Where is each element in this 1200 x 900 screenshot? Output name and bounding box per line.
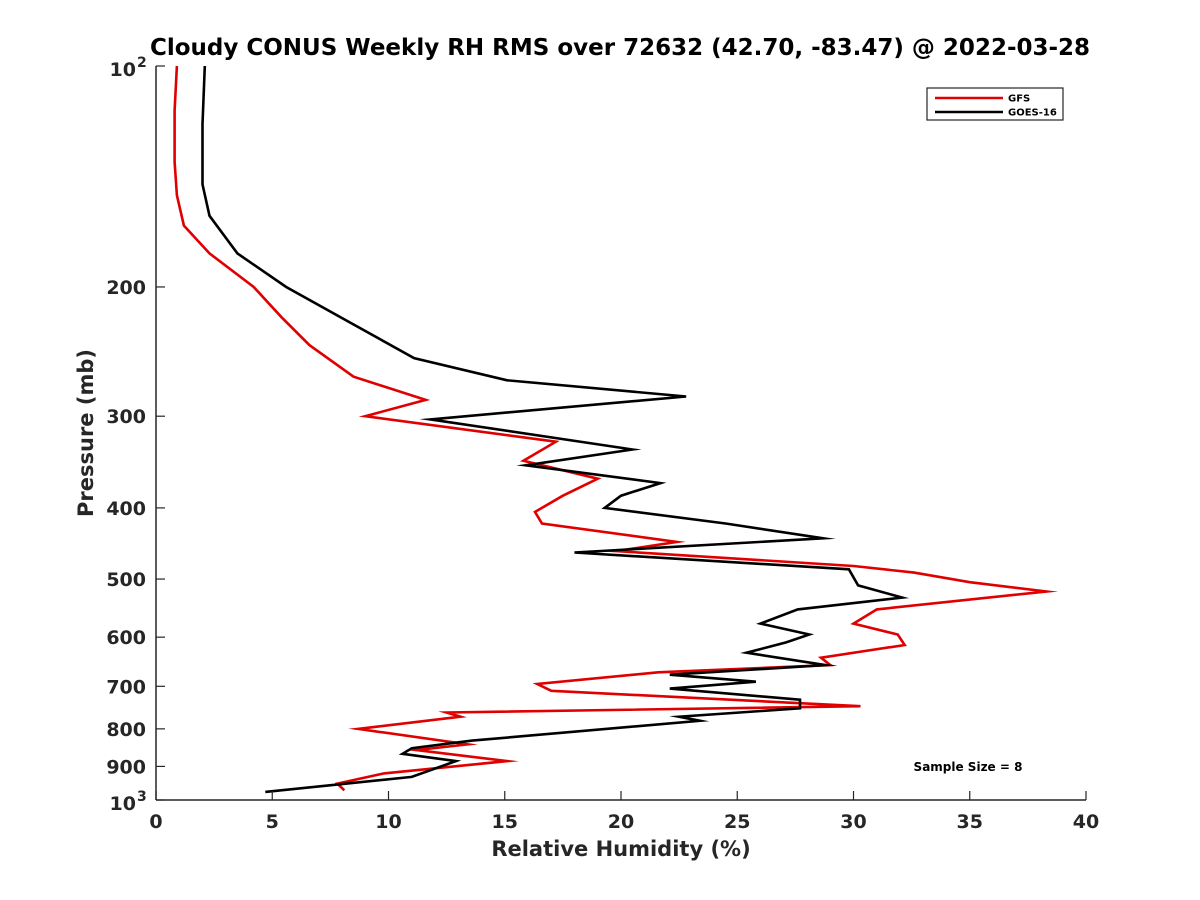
y-tick-label: 500	[106, 569, 146, 591]
y-tick-label: 300	[106, 406, 146, 428]
y-tick-label: 900	[106, 756, 146, 778]
chart-title: Cloudy CONUS Weekly RH RMS over 72632 (4…	[150, 35, 1090, 61]
legend-box	[926, 87, 1064, 121]
series-line-goes-16	[201, 65, 910, 794]
plot-area: 0 5 10 15 20 25 30 35 40 10 220030040050060070080…	[106, 55, 1099, 833]
y-tick-label-base: 10	[110, 59, 136, 81]
y-tick-label-base: 10	[110, 793, 136, 815]
x-tick-label: 0	[149, 811, 162, 833]
x-axis-label: Relative Humidity (%)	[491, 837, 750, 861]
x-tick-label: 35	[957, 811, 983, 833]
x-tick-label: 10	[375, 811, 401, 833]
y-tick-label: 700	[106, 676, 146, 698]
plot-background	[156, 66, 1086, 800]
sample-size-annotation: Sample Size = 8	[914, 760, 1023, 774]
legend-entries: GFS GOES-16	[935, 94, 1057, 119]
y-tick-label-exponent: 2	[137, 55, 147, 71]
series-line-gfs	[173, 65, 1059, 792]
x-axis-ticks: 0 5 10 15 20 25 30 35 40	[149, 791, 1099, 833]
series-layer	[173, 65, 1059, 794]
y-tick-label-exponent: 3	[137, 789, 147, 805]
x-tick-label: 25	[724, 811, 750, 833]
y-tick-label: 800	[106, 719, 146, 741]
x-tick-label: 20	[608, 811, 634, 833]
legend: GFS GOES-16	[926, 87, 1064, 121]
y-tick-label: 200	[106, 277, 146, 299]
x-tick-label: 5	[266, 811, 279, 833]
x-tick-label: 30	[840, 811, 866, 833]
legend-label: GFS	[1008, 94, 1030, 105]
y-tick-label: 600	[106, 627, 146, 649]
y-axis-label: Pressure (mb)	[74, 349, 98, 517]
y-tick-label: 400	[106, 498, 146, 520]
x-tick-label: 15	[492, 811, 518, 833]
x-tick-label: 40	[1073, 811, 1099, 833]
legend-label: GOES-16	[1008, 108, 1057, 119]
